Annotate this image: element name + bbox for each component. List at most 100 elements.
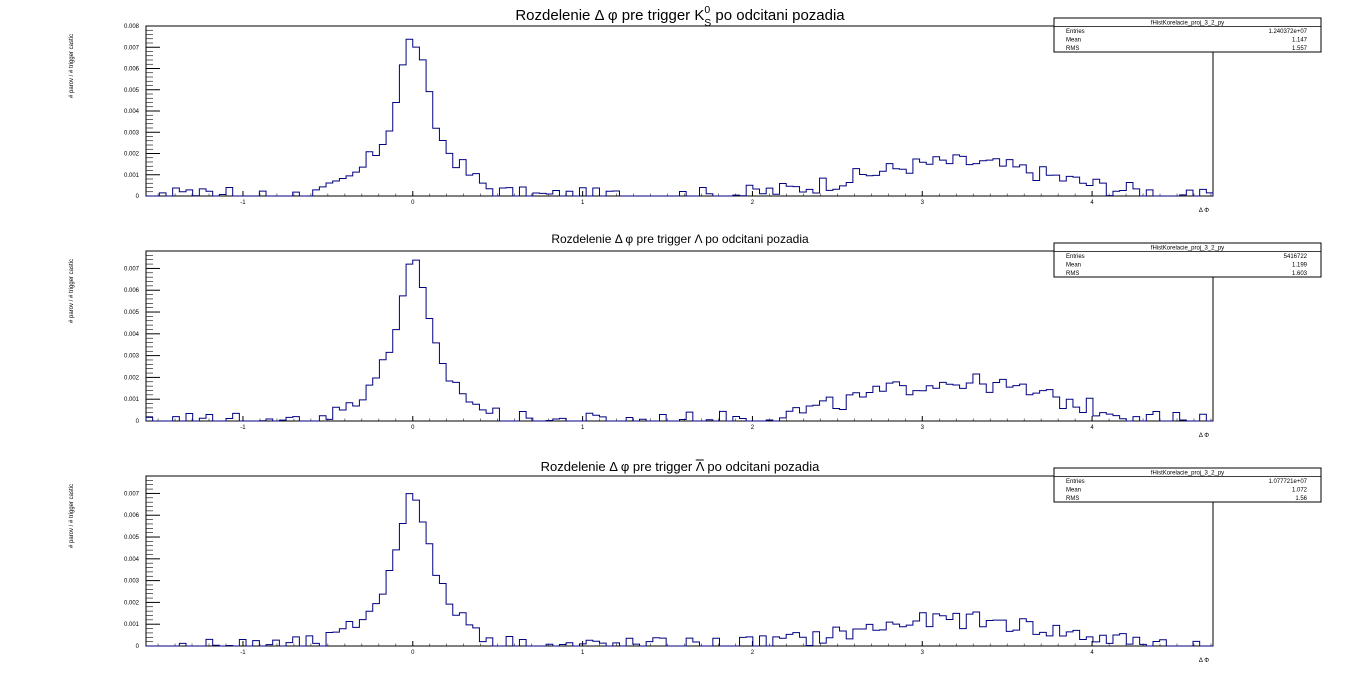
x-axis-label: Δ Φ xyxy=(1199,208,1209,214)
y-axis-label: # parov / # trigger castic xyxy=(69,34,75,98)
stats-key: Mean xyxy=(1066,488,1081,494)
title-delta: Δ φ xyxy=(609,459,629,474)
x-tick-label: 1 xyxy=(581,200,585,206)
title-particle: Λ xyxy=(696,459,705,474)
stats-value: 1.557 xyxy=(1292,46,1308,52)
x-tick-label: 3 xyxy=(921,425,925,431)
y-tick-label: 0.005 xyxy=(124,88,140,94)
y-tick-label: 0.005 xyxy=(124,535,140,541)
stats-key: Entries xyxy=(1066,479,1085,485)
y-tick-label: 0.006 xyxy=(124,288,140,294)
title-prefix: Rozdelenie xyxy=(541,459,610,474)
y-tick-label: 0.002 xyxy=(124,152,140,158)
y-tick-label: 0.002 xyxy=(124,600,140,606)
x-tick-label: 4 xyxy=(1090,200,1094,206)
x-axis-label: Δ Φ xyxy=(1199,658,1209,664)
title-prefix: Rozdelenie xyxy=(551,232,614,246)
y-tick-label: 0.001 xyxy=(124,173,140,179)
y-tick-label: 0.002 xyxy=(124,375,140,381)
stats-value: 1.072 xyxy=(1292,488,1308,494)
x-tick-label: 2 xyxy=(751,425,755,431)
x-tick-label: 0 xyxy=(411,650,415,656)
y-tick-label: 0.006 xyxy=(124,67,140,73)
y-tick-label: 0.008 xyxy=(124,24,140,30)
chart-title: Rozdelenie Δ φ pre trigger Λ po odcitani… xyxy=(551,232,809,246)
stats-value: 5416722 xyxy=(1284,254,1308,260)
stats-key: RMS xyxy=(1066,46,1079,52)
chart-title: Rozdelenie Δ φ pre trigger Λ po odcitani… xyxy=(541,459,821,474)
stats-value: 1.199 xyxy=(1292,263,1308,269)
plot-frame xyxy=(145,25,1214,197)
title-delta: Δ φ xyxy=(595,7,618,24)
x-tick-label: 2 xyxy=(751,650,755,656)
histogram-series xyxy=(146,493,1213,647)
title-mid: pre trigger xyxy=(629,459,695,474)
y-tick-label: 0.004 xyxy=(124,109,140,115)
stats-key: Mean xyxy=(1066,38,1081,44)
y-tick-label: 0.003 xyxy=(124,130,140,136)
title-particle: Λ xyxy=(695,232,703,246)
x-tick-label: 0 xyxy=(411,425,415,431)
x-tick-label: 3 xyxy=(921,650,925,656)
stats-box xyxy=(1053,17,1322,53)
y-tick-label: 0.004 xyxy=(124,332,140,338)
stats-title: fHistKorelacie_proj_3_2_py xyxy=(1151,246,1224,252)
x-tick-label: 4 xyxy=(1090,650,1094,656)
stats-value: 1.603 xyxy=(1292,271,1308,277)
chart-title: Rozdelenie Δ φ pre trigger K0 S po odcita… xyxy=(515,4,845,29)
stats-title: fHistKorelacie_proj_3_2_py xyxy=(1151,471,1224,477)
x-tick-label: -1 xyxy=(240,650,246,656)
title-particle: K xyxy=(694,7,704,24)
y-tick-label: 0 xyxy=(136,644,140,650)
x-tick-label: -1 xyxy=(240,200,246,206)
x-tick-label: 4 xyxy=(1090,425,1094,431)
y-tick-label: 0 xyxy=(136,419,140,425)
title-particle-sub: S xyxy=(704,17,711,29)
title-suffix: po odcitani pozadia xyxy=(702,232,809,246)
y-axis-label: # parov / # trigger castic xyxy=(69,259,75,323)
stats-value: 1.240372e+07 xyxy=(1268,29,1307,35)
stats-box xyxy=(1053,242,1322,278)
y-tick-label: 0.006 xyxy=(124,513,140,519)
x-tick-label: 1 xyxy=(581,425,585,431)
x-tick-label: 1 xyxy=(581,650,585,656)
histogram-series xyxy=(146,38,1214,197)
title-particle-sup: 0 xyxy=(704,4,710,16)
title-mid: pre trigger xyxy=(633,232,694,246)
y-tick-label: 0.007 xyxy=(124,491,140,497)
y-tick-label: 0.003 xyxy=(124,579,140,585)
chart-panel-1: Rozdelenie Δ φ pre trigger K0 S po odcita… xyxy=(69,4,1322,214)
stats-key: RMS xyxy=(1066,271,1079,277)
y-tick-label: 0.007 xyxy=(124,266,140,272)
y-axis-label: # parov / # trigger castic xyxy=(69,484,75,548)
stats-title: fHistKorelacie_proj_3_2_py xyxy=(1151,21,1224,27)
x-tick-label: 3 xyxy=(921,200,925,206)
title-suffix: po odcitani pozadia xyxy=(704,459,820,474)
plot-frame xyxy=(145,475,1214,647)
y-tick-label: 0.004 xyxy=(124,557,140,563)
x-axis-label: Δ Φ xyxy=(1199,433,1209,439)
stats-key: Mean xyxy=(1066,263,1081,269)
y-tick-label: 0.007 xyxy=(124,45,140,51)
stats-key: Entries xyxy=(1066,29,1085,35)
y-tick-label: 0.005 xyxy=(124,310,140,316)
x-tick-label: 0 xyxy=(411,200,415,206)
x-tick-label: 2 xyxy=(751,200,755,206)
y-tick-label: 0.003 xyxy=(124,354,140,360)
stats-box xyxy=(1053,467,1322,503)
stats-value: 1.56 xyxy=(1295,496,1307,502)
y-tick-label: 0.001 xyxy=(124,397,140,403)
y-tick-label: 0.001 xyxy=(124,622,140,628)
stats-key: RMS xyxy=(1066,496,1079,502)
y-tick-label: 0 xyxy=(136,194,140,200)
title-prefix: Rozdelenie xyxy=(515,7,594,24)
title-mid: pre trigger xyxy=(618,7,695,24)
title-suffix: po odcitani pozadia xyxy=(711,7,845,24)
stats-value: 1.077721e+07 xyxy=(1268,479,1307,485)
stats-value: 1.147 xyxy=(1292,38,1308,44)
histogram-series xyxy=(145,259,1213,422)
chart-panel-3: Rozdelenie Δ φ pre trigger Λ po odcitani… xyxy=(69,459,1322,664)
chart-panel-2: Rozdelenie Δ φ pre trigger Λ po odcitani… xyxy=(69,232,1322,439)
title-delta: Δ φ xyxy=(615,232,634,246)
